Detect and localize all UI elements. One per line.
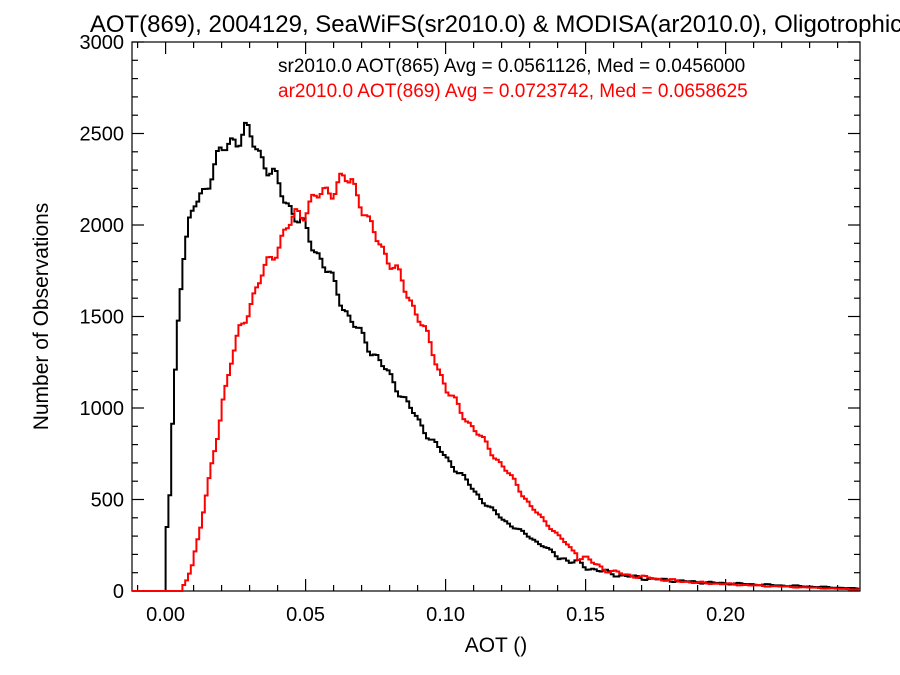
y-tick-label: 3000 [80,32,125,54]
series-sr2010-line [132,121,860,592]
x-tick-label: 0.05 [286,604,325,626]
legend-entry: ar2010.0 AOT(869) Avg = 0.0723742, Med =… [278,81,748,102]
x-axis-label: AOT () [465,634,528,657]
y-tick-label: 0 [113,581,124,603]
y-axis-label: Number of Observations [30,203,53,431]
y-tick-label: 1500 [80,307,125,329]
series-ar2010-line [132,172,860,592]
x-axis: 0.00 0.05 0.10 0.15 0.20 [137,42,839,626]
y-tick-label: 2000 [80,215,125,237]
legend-entry: sr2010.0 AOT(865) Avg = 0.0561126, Med =… [278,56,745,77]
x-tick-label: 0.00 [146,604,185,626]
series-layer [132,121,860,592]
legend: sr2010.0 AOT(865) Avg = 0.0561126, Med =… [278,56,748,102]
x-tick-label: 0.10 [426,604,465,626]
chart-title: AOT(869), 2004129, SeaWiFS(sr2010.0) & M… [90,11,900,38]
x-tick-label: 0.15 [566,604,605,626]
plot-frame [131,41,861,592]
y-axis: 0 500 1000 1500 2000 2500 3000 [80,32,860,603]
y-tick-label: 1000 [80,398,125,420]
x-tick-label: 0.20 [706,604,745,626]
y-tick-label: 2500 [80,124,125,146]
y-tick-label: 500 [91,490,124,512]
